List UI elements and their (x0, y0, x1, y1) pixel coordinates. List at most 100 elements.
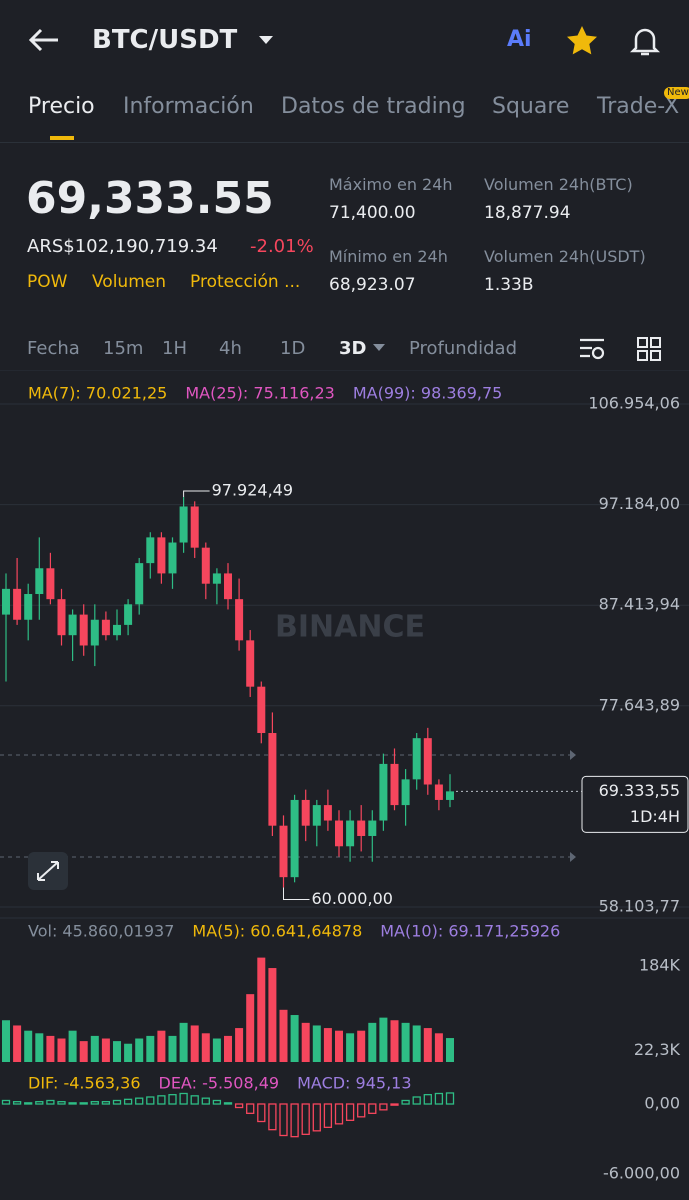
candle-body (2, 588, 10, 615)
volume-bar (212, 1038, 221, 1062)
candle-body (401, 779, 410, 806)
volume-bar (346, 1033, 355, 1062)
macd-bar (334, 1103, 344, 1125)
timeframe[interactable]: 1H (162, 338, 187, 359)
volume-bar (124, 1043, 133, 1062)
candle-body (57, 599, 66, 636)
macd-bar (68, 1102, 77, 1105)
volume-bar (412, 1025, 421, 1062)
macd-bar (57, 1101, 66, 1105)
legend-entry: MA(10): 69.171,25926 (380, 922, 560, 941)
macd-bar (268, 1103, 277, 1131)
order-arrow (570, 750, 576, 760)
candle-body (235, 599, 244, 641)
candle-body (79, 614, 88, 646)
stat-label: Volumen 24h(USDT) (484, 247, 646, 266)
favorite-star[interactable] (565, 24, 599, 56)
volume-bar (323, 1028, 332, 1062)
fiat-price: ARS$102,190,719.34 (27, 236, 218, 257)
macd-bar (390, 1103, 399, 1106)
macd-bar (290, 1103, 299, 1138)
volume-bar (35, 1033, 44, 1062)
macd-bar (112, 1099, 122, 1105)
stat-label: Máximo en 24h (329, 175, 453, 194)
pair-title[interactable]: BTC/USDT (92, 25, 238, 55)
stat-value: 18,877.94 (484, 203, 571, 223)
macd-bar (401, 1099, 410, 1105)
candle-body (423, 738, 432, 785)
volume-bar (57, 1038, 66, 1062)
expand-icon (37, 861, 59, 881)
candle-body (212, 573, 221, 584)
macd-bar (46, 1099, 55, 1105)
new-badge: New (664, 87, 689, 99)
indicator-settings[interactable] (578, 336, 606, 362)
tab[interactable]: Square (492, 94, 570, 119)
stat-label: Mínimo en 24h (329, 247, 448, 266)
volume-bar (257, 957, 266, 1062)
timeframe-caret[interactable] (372, 343, 386, 353)
volume-bar (190, 1025, 199, 1062)
macd-bar (357, 1103, 366, 1118)
macd-bar (12, 1101, 22, 1105)
divider (0, 142, 689, 143)
volume-bar (24, 1030, 33, 1062)
tag[interactable]: Protección ... (190, 272, 301, 292)
candle-body (368, 820, 377, 836)
tab[interactable]: Datos de trading (281, 94, 466, 119)
annotation-label: 60.000,00 (312, 889, 393, 908)
candle-body (246, 640, 255, 687)
candle-body (146, 537, 155, 564)
macd-bar (79, 1102, 88, 1105)
volume-bar (2, 1020, 10, 1062)
annotation-label: 97.924,49 (212, 480, 293, 499)
timeframe-active[interactable]: 3D (339, 338, 367, 359)
last-price-box (581, 775, 689, 833)
macd-bar (101, 1101, 111, 1105)
volume-bar (390, 1020, 399, 1062)
legend-entry: MA(99): 98.369,75 (353, 384, 503, 403)
candle-body (90, 619, 99, 646)
macd-bar (445, 1092, 455, 1105)
ai-button[interactable]: Ai (507, 27, 532, 52)
macd-bar (223, 1102, 233, 1105)
volume-bar (268, 968, 277, 1062)
volume-bar (90, 1035, 99, 1062)
tab[interactable]: Precio (28, 94, 95, 119)
macd-bar (312, 1103, 321, 1132)
macd-bar (246, 1103, 255, 1114)
candle-body (168, 542, 177, 574)
tab[interactable]: Trade-X (597, 94, 680, 119)
back-button[interactable] (28, 28, 60, 52)
macd-bar (379, 1103, 388, 1111)
timeframe[interactable]: Fecha (27, 338, 80, 359)
stat-value: 71,400.00 (329, 203, 416, 223)
timeframe[interactable]: 15m (103, 338, 144, 359)
tab[interactable]: Información (123, 94, 254, 119)
candle-body (35, 568, 44, 595)
timeframe[interactable]: 4h (219, 338, 242, 359)
macd-bar (168, 1094, 177, 1105)
last-price: 69,333.55 (26, 173, 274, 224)
volume-bar (79, 1041, 88, 1062)
macd-bar (212, 1099, 222, 1105)
y-tick-label: 184K (639, 955, 681, 974)
pair-caret[interactable] (258, 34, 274, 46)
tag[interactable]: Volumen (92, 272, 167, 292)
timeframe[interactable]: Profundidad (409, 338, 518, 359)
layout-button[interactable] (636, 336, 662, 362)
candle-body (346, 820, 355, 847)
candle-body (24, 594, 33, 620)
volume-bar (357, 1030, 366, 1062)
notifications[interactable] (628, 24, 662, 58)
volume-bar (312, 1025, 321, 1062)
annotation-leader (183, 490, 210, 497)
tag[interactable]: POW (27, 272, 68, 292)
countdown: 1D:4H (630, 807, 680, 826)
candle-body (279, 825, 288, 878)
candle-body (13, 588, 22, 620)
timeframe[interactable]: 1D (280, 338, 306, 359)
volume-bar (379, 1017, 388, 1062)
candle-body (224, 573, 232, 600)
volume-bar (290, 1015, 299, 1062)
